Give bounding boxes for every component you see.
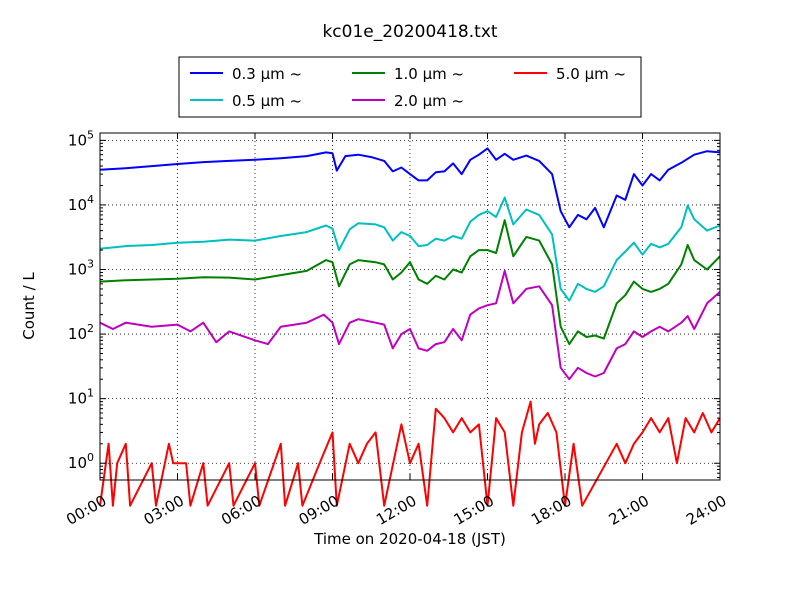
legend-label: 0.5 μm ~ xyxy=(232,92,302,110)
y-axis-label: Count / L xyxy=(20,272,38,340)
y-tick-exponent: 3 xyxy=(87,258,94,271)
x-axis-label: Time on 2020-04-18 (JST) xyxy=(313,530,506,548)
legend-label-text: 0.5 μm ~ xyxy=(232,92,302,110)
legend: 0.3 μm ~ 1.0 μm ~ 5.0 μm ~ 0.5 μm ~ 2.0 μm ~ xyxy=(178,56,642,118)
series-line-0-5um xyxy=(99,196,721,302)
legend-label-text: 1.0 μm ~ xyxy=(394,65,464,83)
y-tick-label: 104 xyxy=(68,193,94,214)
y-tick-label: 100 xyxy=(68,451,94,472)
y-tick-label: 105 xyxy=(68,128,94,149)
legend-label: 2.0 μm ~ xyxy=(394,92,464,110)
y-tick-exponent: 5 xyxy=(87,128,94,141)
y-tick-label: 101 xyxy=(68,387,94,408)
series-line-5-0um xyxy=(99,400,721,507)
legend-box xyxy=(178,56,642,118)
series-line-2-0um xyxy=(99,269,721,381)
series-line-0-3um xyxy=(99,147,721,229)
y-tick-label: 102 xyxy=(68,322,94,343)
grid xyxy=(99,133,721,480)
y-tick-base: 10 xyxy=(68,261,87,279)
legend-label: 5.0 μm ~ xyxy=(556,65,626,83)
legend-label-text: 2.0 μm ~ xyxy=(394,92,464,110)
legend-label-text: 5.0 μm ~ xyxy=(556,65,626,83)
y-tick-base: 10 xyxy=(68,131,87,149)
series-layer xyxy=(99,147,721,507)
y-tick-exponent: 1 xyxy=(87,387,94,400)
y-tick-exponent: 4 xyxy=(87,193,94,206)
legend-label: 0.3 μm ~ xyxy=(232,65,302,83)
series-line-1-0um xyxy=(99,219,721,346)
y-tick-base: 10 xyxy=(68,196,87,214)
y-tick-base: 10 xyxy=(68,390,87,408)
chart-title: kc01e_20200418.txt xyxy=(322,22,497,42)
y-tick-label: 103 xyxy=(68,258,94,279)
y-tick-base: 10 xyxy=(68,325,87,343)
y-tick-base: 10 xyxy=(68,454,87,472)
legend-label-text: 0.3 μm ~ xyxy=(232,65,302,83)
y-tick-exponent: 0 xyxy=(87,451,94,464)
legend-label: 1.0 μm ~ xyxy=(394,65,464,83)
y-tick-exponent: 2 xyxy=(87,322,94,335)
